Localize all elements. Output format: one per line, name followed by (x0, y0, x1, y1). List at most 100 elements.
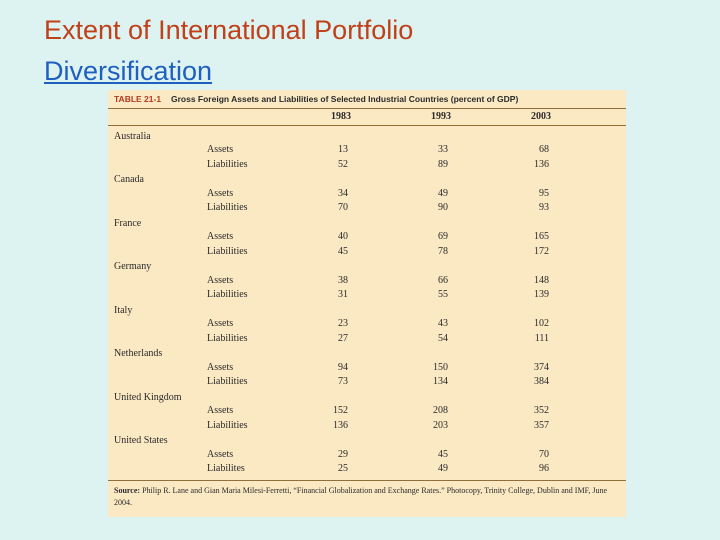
country-label: France (114, 217, 142, 229)
row-label: Assets (207, 144, 234, 155)
value-cell: 52 (338, 158, 348, 170)
country-label: United Kingdom (114, 391, 182, 403)
value-cell: 13 (338, 144, 348, 155)
country-label: Germany (114, 261, 152, 272)
table-row: Assets 94 150 374 (108, 361, 626, 375)
value-cell: 38 (338, 274, 348, 286)
year-header: 1983 (331, 111, 351, 122)
value-cell: 102 (534, 318, 549, 329)
table-row: Assets 38 66 148 (108, 274, 626, 288)
row-label: Assets (207, 361, 234, 373)
value-cell: 89 (438, 158, 448, 170)
table-row: Assets 34 49 95 (108, 187, 626, 201)
slide-title-line1: Extent of International Portfolio (44, 15, 414, 45)
table-row: Liabilities 136 203 357 (108, 419, 626, 433)
source-label: Source: (114, 486, 141, 495)
value-cell: 70 (338, 202, 348, 213)
table-source: Source: Philip R. Lane and Gian Maria Mi… (114, 485, 622, 509)
row-label: Liabilities (207, 245, 248, 257)
row-label: Assets (207, 231, 234, 242)
value-cell: 70 (539, 448, 549, 460)
row-label: Assets (207, 318, 234, 329)
value-cell: 352 (534, 405, 549, 416)
table-row: Liabilities 45 78 172 (108, 245, 626, 259)
table-row: Liabilities 52 89 136 (108, 158, 626, 172)
value-cell: 148 (534, 274, 549, 286)
value-cell: 40 (338, 231, 348, 242)
value-cell: 45 (438, 448, 448, 460)
row-label: Liabilities (207, 202, 248, 213)
value-cell: 374 (534, 361, 549, 373)
country-label: Australia (114, 131, 151, 142)
source-text: Philip R. Lane and Gian Maria Milesi-Fer… (114, 486, 608, 507)
row-label: Liabilities (207, 289, 248, 300)
value-cell: 134 (433, 376, 448, 387)
row-label: Liabilities (207, 419, 248, 431)
table-row: Assets 13 33 68 (108, 143, 626, 157)
value-cell: 34 (338, 187, 348, 199)
value-cell: 96 (539, 463, 549, 474)
value-cell: 136 (333, 419, 348, 431)
value-cell: 165 (534, 231, 549, 242)
value-cell: 384 (534, 376, 549, 387)
table-row: Assets 40 69 165 (108, 230, 626, 244)
table-row: Liabilities 31 55 139 (108, 288, 626, 302)
value-cell: 152 (333, 405, 348, 416)
table-row: Liabilites 25 49 96 (108, 462, 626, 476)
value-cell: 55 (438, 289, 448, 300)
country-label: United States (114, 435, 168, 446)
table-row: Liabilities 70 90 93 (108, 201, 626, 215)
slide-title-line2[interactable]: Diversification (44, 56, 213, 86)
table-row: Liabilities 27 54 111 (108, 332, 626, 346)
value-cell: 33 (438, 144, 448, 155)
value-cell: 136 (534, 158, 549, 170)
value-cell: 49 (438, 463, 448, 474)
year-header: 1993 (431, 111, 451, 122)
row-label: Liabilities (207, 158, 248, 170)
value-cell: 357 (534, 419, 549, 431)
row-label: Assets (207, 274, 234, 286)
table-title: Gross Foreign Assets and Liabilities of … (171, 94, 519, 104)
value-cell: 95 (539, 187, 549, 199)
table-row: Assets 29 45 70 (108, 448, 626, 462)
row-label: Liabilities (207, 332, 248, 344)
row-label: Liabilities (207, 376, 248, 387)
value-cell: 66 (438, 274, 448, 286)
table-number: TABLE 21-1 (114, 94, 162, 104)
table-row: Liabilities 73 134 384 (108, 375, 626, 389)
slide-title: Extent of International Portfolio Divers… (44, 10, 413, 92)
year-header-row: 1983 1993 2003 (108, 109, 626, 126)
country-label: Canada (114, 174, 144, 185)
value-cell: 31 (338, 289, 348, 300)
year-header: 2003 (531, 111, 551, 122)
value-cell: 94 (338, 361, 348, 373)
value-cell: 43 (438, 318, 448, 329)
row-label: Liabilites (207, 463, 245, 474)
value-cell: 111 (534, 332, 549, 344)
row-label: Assets (207, 448, 234, 460)
table-figure: TABLE 21-1 Gross Foreign Assets and Liab… (108, 90, 626, 517)
value-cell: 150 (433, 361, 448, 373)
value-cell: 45 (338, 245, 348, 257)
value-cell: 203 (433, 419, 448, 431)
value-cell: 172 (534, 245, 549, 257)
source-divider (108, 480, 626, 481)
row-label: Assets (207, 405, 234, 416)
value-cell: 78 (438, 245, 448, 257)
country-label: Netherlands (114, 348, 163, 359)
value-cell: 93 (539, 202, 549, 213)
value-cell: 23 (338, 318, 348, 329)
value-cell: 54 (438, 332, 448, 344)
table-row: Assets 23 43 102 (108, 317, 626, 331)
row-label: Assets (207, 187, 234, 199)
value-cell: 49 (438, 187, 448, 199)
value-cell: 27 (338, 332, 348, 344)
value-cell: 90 (438, 202, 448, 213)
country-label: Italy (114, 304, 133, 316)
value-cell: 73 (338, 376, 348, 387)
table-header: TABLE 21-1 Gross Foreign Assets and Liab… (108, 90, 626, 109)
value-cell: 69 (438, 231, 448, 242)
table-row: Assets 152 208 352 (108, 404, 626, 418)
value-cell: 25 (338, 463, 348, 474)
value-cell: 29 (338, 448, 348, 460)
